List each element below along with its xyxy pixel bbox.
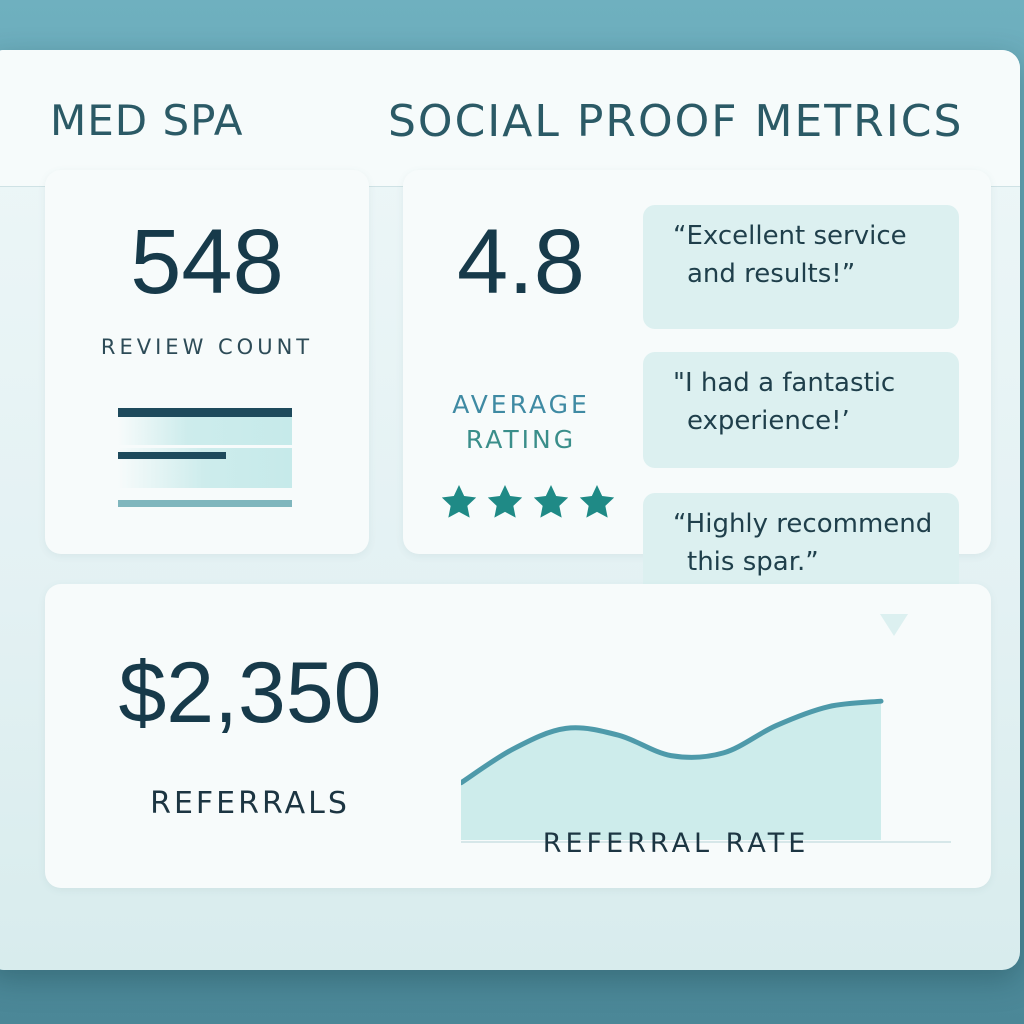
mini-bar-top [118, 408, 292, 445]
app-name: MED SPA [50, 96, 244, 145]
testimonial-line: experience!’ [687, 406, 850, 436]
header-bar: MED SPA SOCIAL PROOF METRICS [0, 50, 1020, 187]
review-count-card: 548 REVIEW COUNT [45, 170, 369, 554]
star-icon [579, 485, 615, 518]
mini-bar-middle-line [118, 452, 226, 459]
star-icon [441, 485, 477, 518]
review-count-label: REVIEW COUNT [100, 335, 314, 359]
referrals-label: REFERRALS [150, 786, 350, 821]
star-icon [487, 485, 523, 518]
testimonial-bubble: “Excellent service and results!” [643, 205, 959, 329]
area-fill [461, 701, 881, 840]
referrals-value: $2,350 [118, 645, 382, 741]
chart-title: REFERRAL RATE [542, 828, 810, 859]
average-rating-label-line1: AVERAGE [452, 390, 590, 419]
average-rating-value: 4.8 [457, 211, 585, 313]
testimonial-line: this spar.” [687, 547, 819, 577]
testimonial-bubble: "I had a fantastic experience!’ [643, 352, 959, 468]
series-line [461, 698, 884, 786]
testimonial-line: "I had a fantastic [673, 368, 896, 398]
page-title: SOCIAL PROOF METRICS [388, 96, 964, 147]
testimonial-bubble-tail [880, 614, 908, 636]
review-count-value: 548 [130, 211, 284, 313]
review-mini-bars [118, 408, 292, 508]
average-rating-label-line2: RATING [465, 425, 577, 454]
testimonial-line: “Highly recommend [673, 509, 933, 539]
referral-rate-chart [461, 698, 951, 843]
mini-bar-bottom [118, 500, 292, 507]
testimonial-line: and results!” [687, 259, 856, 289]
star-icon [533, 485, 569, 518]
rating-stars [431, 482, 625, 522]
testimonial-line: “Excellent service [673, 221, 907, 251]
